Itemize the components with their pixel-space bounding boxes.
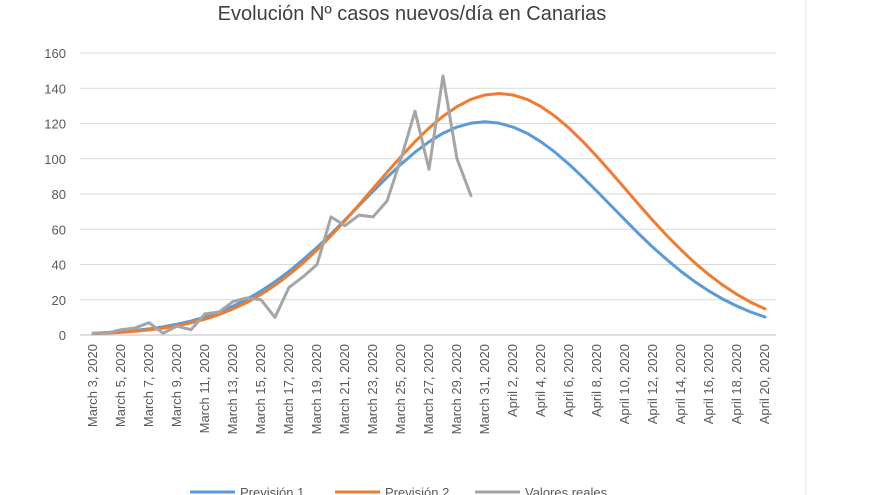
x-tick-label: March 17, 2020 (281, 344, 296, 434)
x-tick-label: April 12, 2020 (645, 344, 660, 424)
legend-label: Valores reales (525, 485, 608, 495)
y-tick-label: 100 (44, 152, 66, 167)
x-tick-label: March 27, 2020 (421, 344, 436, 434)
y-tick-label: 40 (52, 258, 66, 273)
x-tick-label: March 21, 2020 (337, 344, 352, 434)
x-tick-label: March 9, 2020 (169, 344, 184, 427)
y-tick-label: 20 (52, 293, 66, 308)
chart-title: Evolución Nº casos nuevos/día en Canaria… (218, 3, 607, 25)
x-tick-label: April 20, 2020 (757, 344, 772, 424)
x-tick-label: March 15, 2020 (253, 344, 268, 434)
x-tick-label: April 16, 2020 (701, 344, 716, 424)
x-tick-label: March 7, 2020 (141, 344, 156, 427)
series-line (91, 120, 767, 335)
x-tick-label: March 3, 2020 (85, 344, 100, 427)
x-tick-label: March 11, 2020 (197, 344, 212, 433)
x-tick-label: April 6, 2020 (561, 344, 576, 417)
y-tick-label: 160 (44, 46, 66, 61)
y-tick-label: 140 (44, 81, 66, 96)
y-tick-label: 120 (44, 117, 66, 132)
x-tick-label: April 8, 2020 (589, 344, 604, 417)
x-tick-label: March 29, 2020 (449, 344, 464, 434)
y-tick-label: 80 (52, 187, 66, 202)
y-tick-label: 0 (59, 328, 66, 343)
series-line (91, 74, 473, 335)
series-line (91, 92, 767, 336)
x-tick-label: April 10, 2020 (617, 344, 632, 424)
legend-label: Previsión 1 (240, 485, 304, 495)
x-tick-label: April 4, 2020 (533, 344, 548, 417)
x-tick-label: March 19, 2020 (309, 344, 324, 434)
x-tick-label: April 2, 2020 (505, 344, 520, 417)
x-tick-label: March 13, 2020 (225, 344, 240, 434)
x-tick-label: March 5, 2020 (113, 344, 128, 427)
y-tick-label: 60 (52, 222, 66, 237)
x-tick-label: March 23, 2020 (365, 344, 380, 434)
legend-label: Previsión 2 (385, 485, 449, 495)
x-tick-label: April 14, 2020 (673, 344, 688, 424)
x-tick-label: April 18, 2020 (729, 344, 744, 424)
x-tick-label: March 25, 2020 (393, 344, 408, 434)
x-tick-label: March 31, 2020 (477, 344, 492, 434)
